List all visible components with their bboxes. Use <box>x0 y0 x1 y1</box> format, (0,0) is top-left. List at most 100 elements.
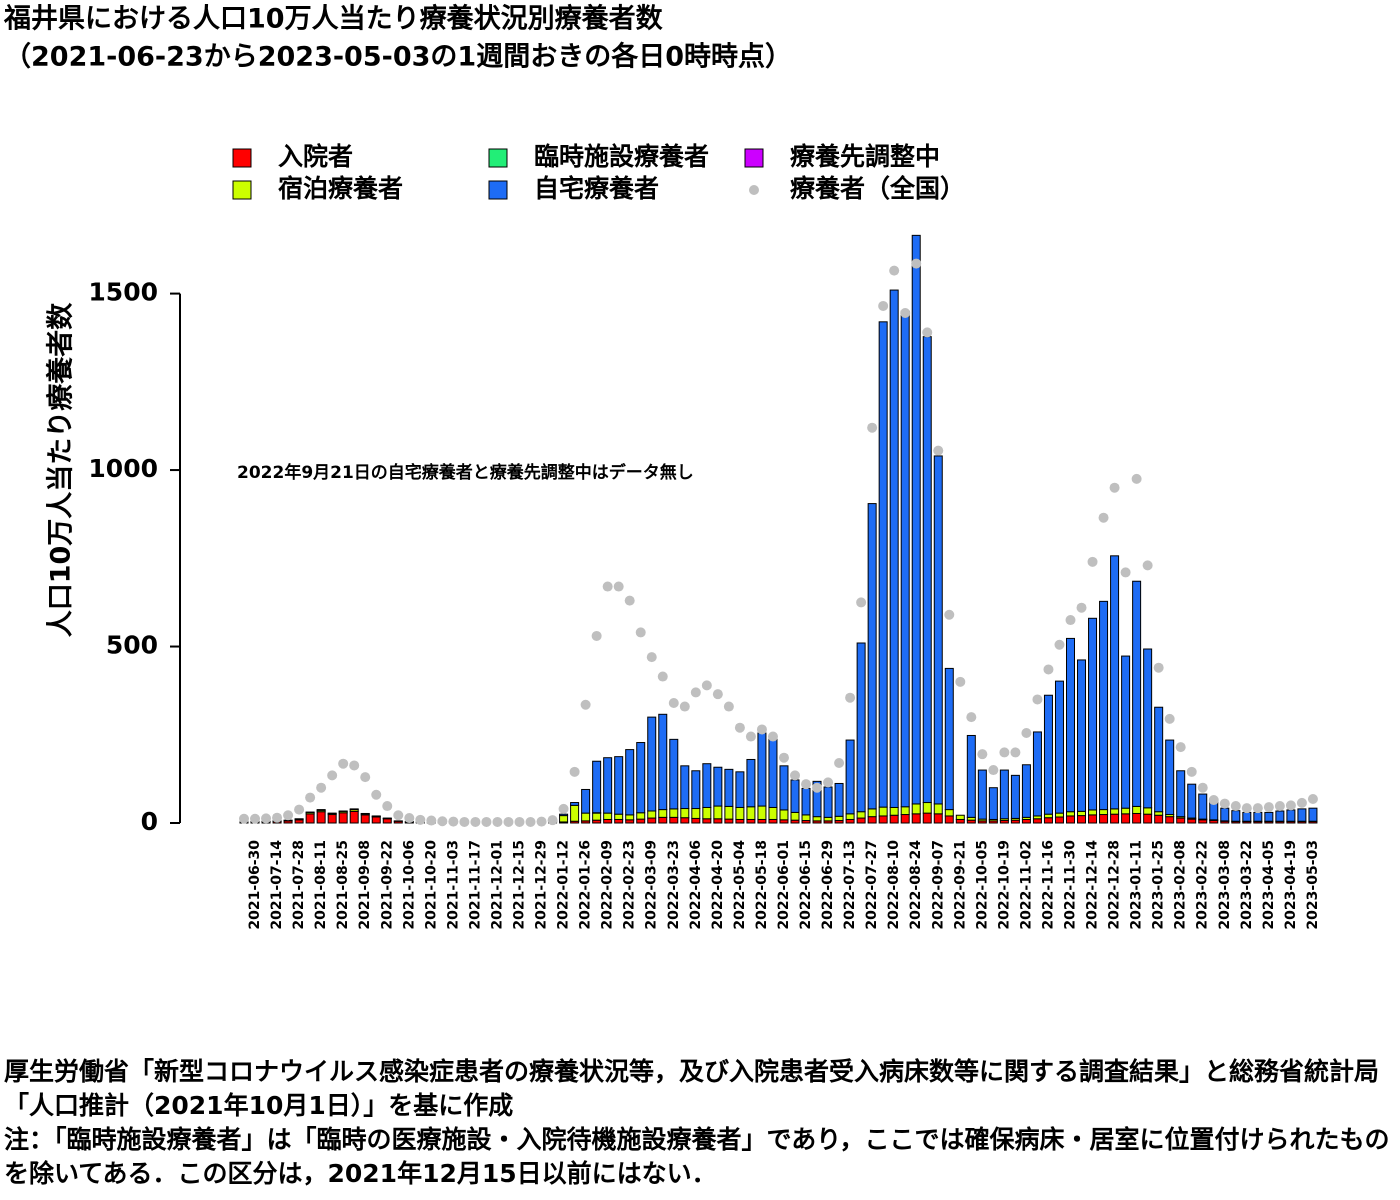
bar-segment <box>614 756 624 815</box>
note: 注：「臨時施設療養者」は「臨時の医療施設・入院待機施設療養者」であり，ここでは確… <box>4 1125 1390 1188</box>
point <box>382 801 393 812</box>
bar-segment <box>327 814 337 824</box>
bar-segment <box>878 806 888 817</box>
bar-segment <box>1121 655 1131 809</box>
bar-segment <box>1176 770 1186 818</box>
x-tick-label: 2022-11-16 <box>1040 840 1056 930</box>
point <box>250 813 261 824</box>
bar-segment <box>559 815 569 823</box>
point <box>966 712 977 723</box>
bar-segment <box>1154 814 1164 824</box>
point <box>657 671 668 682</box>
bar-segment <box>614 818 624 824</box>
x-tick-label: 2022-06-01 <box>776 840 792 930</box>
point <box>1307 794 1318 804</box>
point <box>415 814 426 825</box>
point <box>1120 567 1131 578</box>
bar-segment <box>1054 812 1064 818</box>
bar-segment <box>1077 810 1087 817</box>
bar-segment <box>845 813 855 820</box>
point <box>1296 797 1307 808</box>
bar-segment <box>1088 617 1098 811</box>
bar-segment <box>349 810 359 824</box>
point <box>624 595 635 606</box>
bar-segment <box>746 806 756 820</box>
bar-segment <box>1132 805 1142 814</box>
bar-segment <box>658 809 668 818</box>
x-tick-label: 2022-03-09 <box>644 840 660 930</box>
point <box>911 258 922 269</box>
x-tick-label: 2022-06-15 <box>798 840 814 930</box>
point <box>812 782 823 793</box>
x-tick-label: 2021-07-28 <box>291 840 307 930</box>
point <box>305 792 316 803</box>
bar-segment <box>614 813 624 820</box>
point <box>679 701 690 712</box>
bar-segment <box>724 768 734 807</box>
bar-segment <box>911 813 921 824</box>
point <box>514 816 525 827</box>
bar-segment <box>1110 555 1120 810</box>
bar-segment <box>922 812 932 824</box>
bar-segment <box>1099 600 1109 811</box>
bar-segment <box>636 818 646 824</box>
point <box>613 581 624 592</box>
y-tick-label: 500 <box>106 631 158 660</box>
bar-segment <box>779 765 789 811</box>
bar-segment <box>625 814 635 821</box>
bar-segment <box>669 808 679 818</box>
bar-segment <box>834 815 844 822</box>
bar-segment <box>933 803 943 815</box>
bar-segment <box>713 766 723 807</box>
point <box>316 782 327 793</box>
point <box>272 812 283 823</box>
bar-segment <box>1242 811 1252 822</box>
bar-segment <box>1099 809 1109 816</box>
bar-segment <box>1187 783 1197 819</box>
bar-segment <box>856 642 866 813</box>
bar-segment <box>757 805 767 820</box>
bar-segment <box>768 806 778 820</box>
bar-segment <box>669 738 679 810</box>
point <box>1208 795 1219 806</box>
point <box>360 772 371 783</box>
bar-segment <box>900 310 910 808</box>
bar-segment <box>1253 811 1263 822</box>
annotation: 2022年9月21日の自宅療養者と療養先調整中はデータ無し <box>237 462 694 483</box>
legend-swatch <box>488 148 508 168</box>
x-tick-label: 2021-07-14 <box>269 840 285 930</box>
point <box>900 308 911 318</box>
bar-segment <box>889 806 899 816</box>
bar-segment <box>713 805 723 820</box>
point <box>294 804 305 815</box>
bar-segment <box>856 811 866 819</box>
point <box>933 445 944 456</box>
x-tick-label: 2021-09-08 <box>357 840 373 930</box>
x-tick-label: 2022-02-09 <box>600 840 616 930</box>
bar-segment <box>955 814 965 820</box>
bar-segment <box>867 816 877 824</box>
legend-label: 療養先調整中 <box>790 142 940 171</box>
bar-segment <box>1066 815 1075 824</box>
point <box>988 765 999 776</box>
bar-segment <box>724 805 734 820</box>
bar-segment <box>834 782 844 817</box>
bar-segment <box>790 811 800 821</box>
bar-segment <box>933 455 943 805</box>
bar-segment <box>1032 731 1042 817</box>
bar-segment <box>779 809 789 821</box>
bar-segment <box>999 769 1009 820</box>
x-tick-label: 2021-12-15 <box>512 840 528 930</box>
point <box>745 731 756 742</box>
bar-segment <box>691 817 701 824</box>
bar-segment <box>1043 694 1053 815</box>
bar-segment <box>1297 808 1307 822</box>
bar-segment <box>1110 813 1120 824</box>
bar-segment <box>1187 818 1197 824</box>
point <box>261 813 272 824</box>
point <box>834 758 845 768</box>
point <box>999 747 1010 758</box>
bar-segment <box>878 321 888 808</box>
bar-segment <box>647 810 657 819</box>
bar-segment <box>1231 810 1241 822</box>
